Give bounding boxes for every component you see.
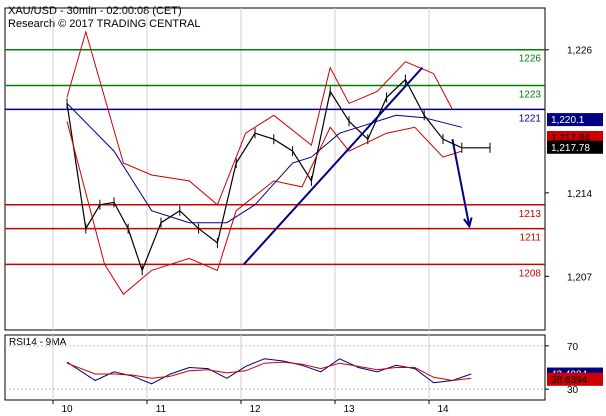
y-tick-label: 1,226 — [567, 46, 592, 57]
price-tag-label: 1,217.84 — [551, 133, 590, 144]
series-price — [66, 78, 490, 273]
x-tick-label: 11 — [156, 404, 167, 415]
series-rsi — [66, 358, 472, 385]
level-label-1223: 1223 — [519, 90, 542, 101]
rsi-panel — [5, 345, 545, 390]
chart-subtitle: Research © 2017 TRADING CENTRAL — [8, 18, 201, 30]
price-tag-box — [547, 113, 603, 127]
series-moving-average — [66, 103, 462, 224]
price-tag-label: 38.6394 — [551, 375, 588, 386]
y-tick-label: 1,207 — [567, 272, 592, 283]
y-tick-label: 1,214 — [567, 189, 592, 200]
price-tag-box — [547, 130, 603, 144]
level-label-1226: 1226 — [519, 54, 542, 65]
series-upper-band — [66, 30, 453, 206]
x-tick-label: 14 — [437, 404, 449, 415]
price-tag-box — [547, 372, 603, 386]
x-tick-label: 13 — [343, 404, 355, 415]
level-label-1213: 1213 — [519, 209, 542, 220]
rsi-tick-label: 70 — [567, 342, 579, 353]
rsi-panel-title: RSI14 - 9MA — [9, 337, 67, 348]
series-lower-band — [66, 121, 462, 295]
rsi-tick-label: 30 — [567, 385, 579, 396]
price-tag-label: 1,220.1 — [551, 115, 585, 126]
main-plot-border — [4, 7, 546, 331]
price-tag-box — [547, 140, 603, 154]
x-tick-label: 10 — [61, 404, 73, 415]
forecast-arrow-head — [463, 217, 473, 229]
trendline — [242, 66, 424, 266]
series-rsi-ma — [66, 361, 472, 382]
level-label-1208: 1208 — [519, 268, 542, 279]
forecast-arrow — [451, 138, 471, 227]
level-label-1221: 1221 — [519, 113, 542, 124]
x-tick-label: 12 — [249, 404, 261, 415]
price-panel: 1226 1223 1221 1213 1211 1208 — [5, 30, 545, 295]
level-label-1211: 1211 — [519, 233, 541, 244]
price-tag-label: 1,217.78 — [551, 143, 590, 154]
rsi-plot-border — [4, 334, 546, 401]
price-tags: 1,220.11,217.841,217.7843.498438.6394 — [547, 113, 603, 386]
